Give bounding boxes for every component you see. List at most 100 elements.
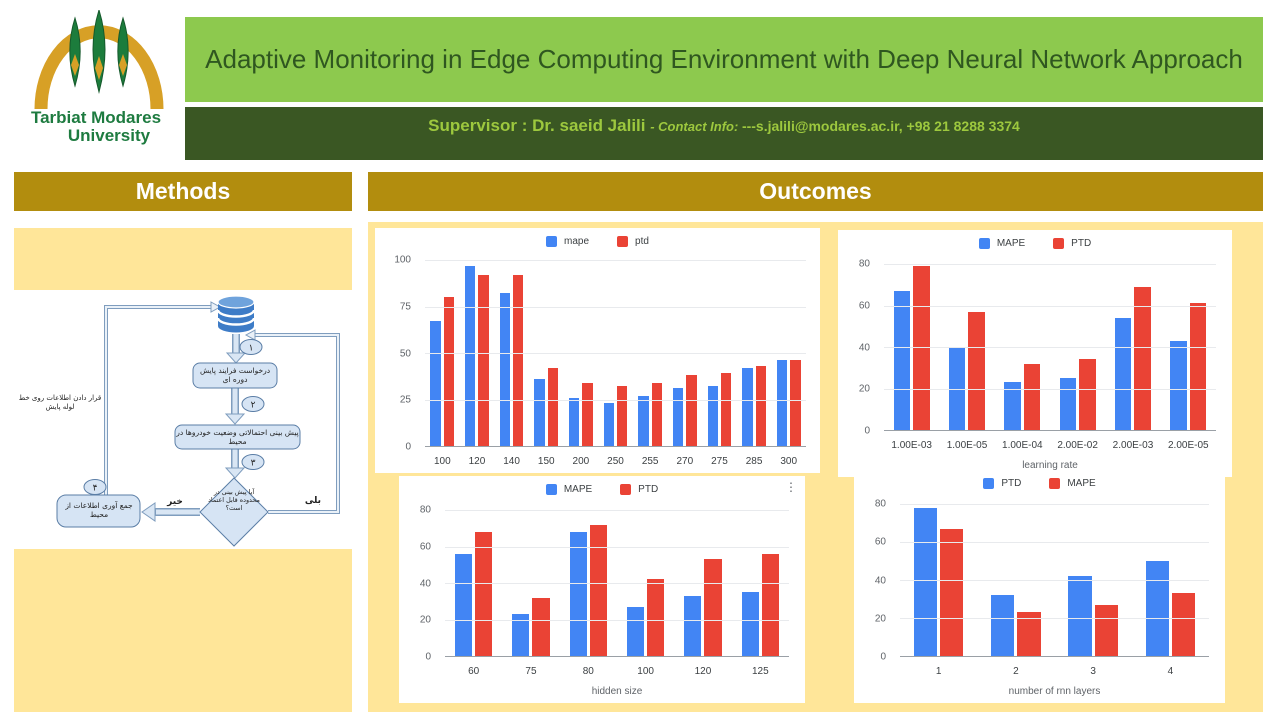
- flow-box-predict: [174, 424, 301, 450]
- legend-item-mape: mape: [546, 236, 589, 247]
- bar-PTD-1.00E-03: [913, 266, 930, 430]
- bar-group-2: [977, 504, 1054, 656]
- bar-ptd-100: [443, 297, 455, 446]
- x-category-label: 140: [503, 456, 520, 467]
- bar-mape-285: [742, 367, 753, 446]
- legend-item-PTD: PTD: [983, 478, 1021, 489]
- x-category-label: 2.00E-03: [1112, 440, 1154, 451]
- flow-label-yes: بلی: [304, 496, 322, 506]
- bar-group-300: [771, 260, 806, 446]
- gridline: [445, 583, 789, 584]
- x-category-label: 255: [641, 456, 659, 467]
- bar-mape-250: [603, 403, 615, 446]
- bar-PTD-125: [761, 553, 779, 656]
- y-tick-label: 40: [858, 342, 870, 353]
- x-category-label: 1.00E-03: [891, 440, 932, 451]
- x-category-label: 1: [935, 666, 942, 677]
- gridline: [445, 546, 789, 548]
- plot-area: [425, 260, 806, 447]
- x-axis-title: number of rnn layers: [1008, 686, 1101, 697]
- flow-connector-left-loop: [104, 301, 222, 495]
- x-category-label: 1.00E-05: [946, 440, 988, 451]
- methods-placeholder-top: [14, 228, 352, 290]
- chart-menu-icon[interactable]: ⋮: [785, 480, 797, 494]
- flow-label-no: خیر: [167, 497, 183, 507]
- legend-swatch: [978, 238, 990, 249]
- bar-mape-300: [776, 360, 788, 446]
- y-tick-label: 0: [880, 651, 886, 663]
- bar-PTD-2.00E-02: [1079, 359, 1096, 430]
- y-axis-labels: 0 20 40 60 80: [399, 505, 439, 663]
- gridline: [900, 580, 1209, 581]
- gridline: [425, 306, 806, 308]
- outcomes-title: Outcomes: [759, 178, 872, 204]
- flow-box-collect-label: جمع آوری اطلاعات از محیط: [65, 501, 133, 520]
- bar-mape-270: [672, 388, 684, 446]
- legend-swatch: [545, 484, 557, 495]
- bar-PTD-1.00E-04: [1023, 363, 1041, 430]
- university-name-line2: University: [67, 125, 151, 145]
- x-category-label: 80: [582, 666, 594, 677]
- bar-PTD-120: [704, 559, 722, 656]
- bar-MAPE-80: [569, 531, 587, 656]
- bar-ptd-285: [755, 366, 766, 446]
- y-tick-label: 60: [419, 541, 431, 553]
- bar-ptd-150: [547, 367, 559, 446]
- bar-group-4: [1132, 504, 1209, 656]
- x-category-label: 270: [676, 456, 694, 467]
- svg-text:۳: ۳: [251, 458, 256, 468]
- x-axis-title: hidden size: [591, 686, 643, 697]
- y-axis-labels: 0 20 40 60 80: [838, 259, 878, 437]
- legend-swatch: [1053, 238, 1065, 249]
- supervisor-name: Supervisor : Dr. saeid Jalili: [428, 116, 651, 135]
- bar-ptd-300: [790, 360, 801, 446]
- legend-label: PTD: [638, 484, 659, 495]
- bar-group-2.00E-03: [1105, 264, 1160, 430]
- bar-MAPE-1: [940, 528, 964, 656]
- y-tick-label: 100: [394, 254, 411, 266]
- x-axis-labels: 1.00E-03 1.00E-05 1.00E-04 2.00E-02 2.00E-03…: [884, 435, 1216, 453]
- x-category-label: 120: [694, 666, 712, 677]
- bar-group-125: [732, 510, 789, 656]
- bar-ptd-120: [478, 274, 489, 446]
- svg-text:۱: ۱: [249, 343, 254, 353]
- page-title: Adaptive Monitoring in Edge Computing En…: [205, 43, 1243, 74]
- legend-swatch: [546, 236, 558, 247]
- y-axis-labels: 0 20 40 60 80: [854, 499, 894, 663]
- bar-MAPE-75: [512, 614, 530, 656]
- step-oval-3: ۳: [241, 454, 265, 470]
- flow-box-predict-label: پیش بینی احتمالاتی وضعیت خودروها در محیط: [176, 428, 299, 447]
- gridline: [425, 353, 806, 354]
- bar-MAPE-3: [1094, 604, 1118, 656]
- bar-PTD-2.00E-03: [1134, 286, 1152, 430]
- chart-card-pooling-size: mape ptd 0 25 50 75 100 100 120 140 150 200 250 255…: [375, 228, 820, 473]
- x-axis-labels: 1 2 3 4: [900, 661, 1209, 679]
- bar-group-150: [529, 260, 564, 446]
- bar-group-275: [702, 260, 737, 446]
- bar-group-285: [737, 260, 772, 446]
- university-name: Tarbiat Modares University: [8, 109, 184, 145]
- bar-PTD-80: [589, 524, 607, 656]
- bar-group-1.00E-04: [995, 264, 1050, 430]
- y-tick-label: 60: [858, 300, 870, 312]
- step-oval-1: ۱: [239, 339, 263, 355]
- bar-group-2.00E-02: [1050, 264, 1105, 430]
- bar-MAPE-125: [741, 592, 759, 656]
- x-category-label: 200: [572, 456, 590, 467]
- bar-ptd-140: [513, 274, 524, 446]
- bar-mape-140: [499, 293, 511, 446]
- contact-info-value: ---s.jalili@modares.ac.ir, +98 21 8288 3…: [741, 118, 1020, 134]
- legend-label: PTD: [1001, 478, 1022, 489]
- bar-PTD-3: [1068, 576, 1092, 656]
- bar-mape-200: [568, 397, 580, 446]
- methods-flowchart: ۱ ۲ ۳ ۴ درخواست فرایند پایش دوره ای پیش …: [14, 290, 352, 549]
- legend-item-PTD: PTD: [1053, 238, 1091, 249]
- gridline: [884, 347, 1216, 348]
- flow-box-request: [192, 362, 278, 389]
- svg-text:۲: ۲: [251, 400, 256, 410]
- bar-MAPE-2.00E-03: [1114, 317, 1132, 430]
- y-tick-label: 40: [874, 575, 886, 586]
- legend-swatch: [617, 236, 629, 247]
- bar-group-100: [425, 260, 460, 446]
